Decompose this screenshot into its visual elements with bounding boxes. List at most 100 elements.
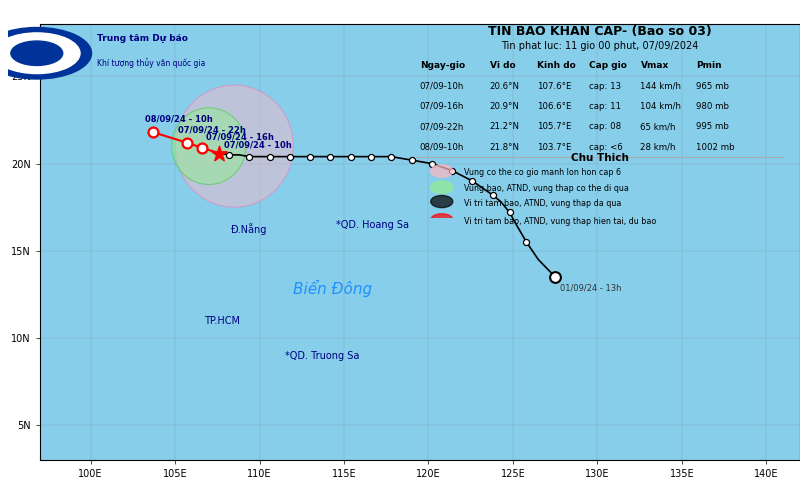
Text: Khí tượng thủy văn quốc gia: Khí tượng thủy văn quốc gia [98,59,206,68]
Circle shape [430,165,453,177]
Point [213,149,226,157]
Point [426,160,438,167]
Point [549,273,562,281]
Point [324,153,337,161]
Point [243,153,256,161]
Point [304,153,317,161]
Text: 07/09/24 - 16h: 07/09/24 - 16h [206,132,274,141]
Point [263,153,276,161]
Point [181,139,194,147]
Text: 20.6°N: 20.6°N [490,82,520,91]
Text: 07/09/24 - 22h: 07/09/24 - 22h [178,125,246,134]
Text: 20.9°N: 20.9°N [490,102,519,111]
Circle shape [0,28,91,79]
Text: 995 mb: 995 mb [696,122,729,131]
Point [385,153,398,161]
Text: cap: <6: cap: <6 [589,143,622,151]
Point [196,144,209,152]
Point [446,166,458,174]
Point [344,153,357,161]
Text: Trung tâm Dự báo: Trung tâm Dự báo [98,34,188,43]
Point [283,153,296,161]
Point [365,153,378,161]
Point [263,153,276,161]
Point [243,153,256,161]
Point [549,273,562,281]
Text: Chu Thich: Chu Thich [571,153,629,163]
Text: Vi do: Vi do [490,61,515,70]
Text: TIN BAO KHAN CAP- (Bao so 03): TIN BAO KHAN CAP- (Bao so 03) [488,25,712,38]
Text: 1002 mb: 1002 mb [696,143,734,151]
Point [304,153,317,161]
Text: 07/09-22h: 07/09-22h [420,122,464,131]
Point [324,153,337,161]
Point [365,153,378,161]
Point [222,151,235,159]
Text: Vi tri tam bao, ATND, vung thap da qua: Vi tri tam bao, ATND, vung thap da qua [464,198,622,208]
Point [385,153,398,161]
Text: Pmin: Pmin [696,61,722,70]
Point [196,144,209,152]
Point [405,156,418,164]
Circle shape [172,108,246,184]
Point [344,153,357,161]
Text: 107.6°E: 107.6°E [538,82,572,91]
Point [549,273,562,281]
Text: 08/09-10h: 08/09-10h [420,143,464,151]
Point [146,128,159,136]
Circle shape [430,196,453,208]
Point [486,191,499,199]
Point [486,191,499,199]
Point [503,209,516,216]
Circle shape [11,41,62,65]
Text: 07/09-10h: 07/09-10h [420,82,464,91]
Point [520,238,533,246]
Point [466,177,478,185]
Text: 65 km/h: 65 km/h [641,122,676,131]
Text: 980 mb: 980 mb [696,102,729,111]
Text: 21.2°N: 21.2°N [490,122,520,131]
Point [426,160,438,167]
Text: 07/09/24 - 10h: 07/09/24 - 10h [224,141,292,150]
Text: Kinh do: Kinh do [538,61,576,70]
Circle shape [430,214,453,226]
Text: 28 km/h: 28 km/h [641,143,676,151]
Point [181,139,194,147]
Point [146,128,159,136]
Text: 105.7°E: 105.7°E [538,122,572,131]
Text: cap: 08: cap: 08 [589,122,621,131]
Text: TP.HCM: TP.HCM [204,316,240,326]
Circle shape [0,33,80,74]
Text: 01/09/24 - 13h: 01/09/24 - 13h [560,284,622,293]
Point [520,238,533,246]
Text: Đ.Nẵng: Đ.Nẵng [231,224,267,235]
Text: Vmax: Vmax [641,61,669,70]
Point [446,166,458,174]
Text: Tin phat luc: 11 gio 00 phut, 07/09/2024: Tin phat luc: 11 gio 00 phut, 07/09/2024 [502,41,698,51]
Text: cap: 11: cap: 11 [589,102,621,111]
Text: 21.8°N: 21.8°N [490,143,520,151]
Text: Vung co the co gio manh lon hon cap 6: Vung co the co gio manh lon hon cap 6 [464,168,621,177]
Text: Vi tri tam bao, ATND, vung thap hien tai, du bao: Vi tri tam bao, ATND, vung thap hien tai… [464,217,656,226]
Text: Cap gio: Cap gio [589,61,627,70]
Text: 144 km/h: 144 km/h [641,82,682,91]
Point [283,153,296,161]
Text: 104 km/h: 104 km/h [641,102,682,111]
Text: 965 mb: 965 mb [696,82,729,91]
Text: cap: 13: cap: 13 [589,82,621,91]
Point [222,151,235,159]
Text: 08/09/24 - 10h: 08/09/24 - 10h [145,115,213,124]
Text: Ngay-gio: Ngay-gio [420,61,465,70]
Point [503,209,516,216]
Text: *QD. Hoang Sa: *QD. Hoang Sa [335,220,409,230]
Circle shape [430,181,453,194]
Text: Biển Đông: Biển Đông [294,280,373,297]
Text: 106.6°E: 106.6°E [538,102,572,111]
Text: Vung bao, ATND, vung thap co the di qua: Vung bao, ATND, vung thap co the di qua [464,184,629,194]
Text: 07/09-16h: 07/09-16h [420,102,464,111]
Circle shape [175,85,294,207]
Text: *QD. Truong Sa: *QD. Truong Sa [285,351,359,361]
Text: 103.7°E: 103.7°E [538,143,572,151]
Point [405,156,418,164]
Point [466,177,478,185]
